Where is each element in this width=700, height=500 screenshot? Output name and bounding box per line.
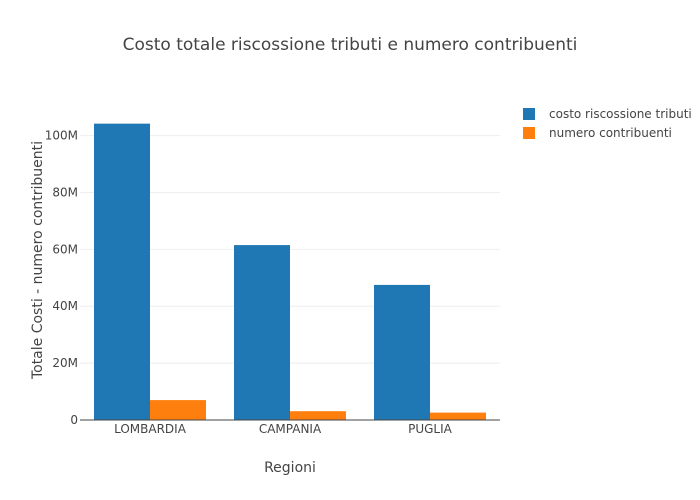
chart-title: Costo totale riscossione tributi e numer…: [123, 35, 578, 55]
legend-label: numero contribuenti: [549, 126, 672, 140]
y-tick-label: 100M: [45, 129, 78, 143]
legend-item-costo[interactable]: costo riscossione tributi: [523, 107, 692, 121]
bar-costo-lombardia[interactable]: [94, 123, 150, 421]
x-tick-label: PUGLIA: [408, 422, 453, 436]
y-tick-label: 60M: [52, 242, 78, 256]
x-tick-label: CAMPANIA: [259, 422, 322, 436]
x-tick-label: LOMBARDIA: [114, 422, 187, 436]
bar-costo-puglia[interactable]: [374, 284, 430, 420]
legend-label: costo riscossione tributi: [549, 107, 692, 121]
y-tick-label: 40M: [52, 299, 78, 313]
y-tick-label: 80M: [52, 185, 78, 199]
x-axis-title: Regioni: [264, 460, 316, 476]
bars: [94, 123, 486, 421]
x-axis-ticks: LOMBARDIA CAMPANIA PUGLIA: [114, 422, 453, 436]
bar-contribuenti-lombardia[interactable]: [150, 400, 206, 420]
y-axis-ticks: 0 20M 40M 60M 80M 100M: [45, 129, 78, 427]
y-tick-label: 0: [70, 413, 78, 427]
legend-swatch: [523, 108, 535, 120]
legend-swatch: [523, 127, 535, 139]
y-tick-label: 20M: [52, 356, 78, 370]
legend-item-contribuenti[interactable]: numero contribuenti: [523, 126, 672, 140]
y-axis-title: Totale Costi - numero contribuenti: [30, 141, 46, 380]
legend[interactable]: costo riscossione tributi numero contribu…: [523, 107, 692, 140]
bar-costo-campania[interactable]: [234, 245, 290, 420]
bar-contribuenti-puglia[interactable]: [430, 412, 486, 420]
bar-contribuenti-campania[interactable]: [290, 411, 346, 420]
